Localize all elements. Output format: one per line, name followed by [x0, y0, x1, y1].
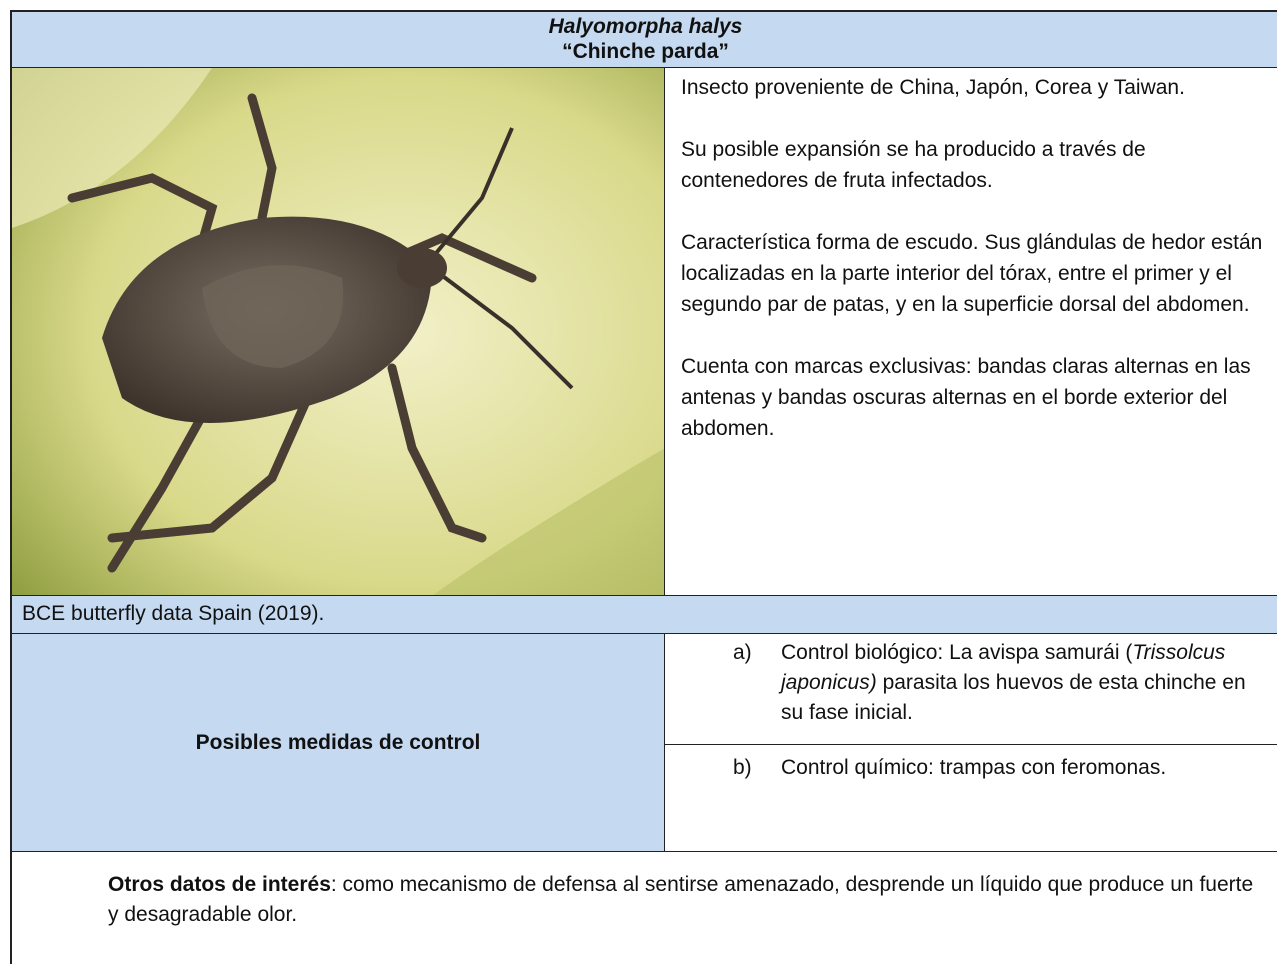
item-italic: Trissolcus japonicus): [781, 641, 1226, 694]
description-paragraph: Cuenta con marcas exclusivas: bandas cla…: [681, 355, 1251, 440]
notes-text: : como mecanismo de defensa al sentirse …: [108, 873, 1254, 926]
common-name: “Chinche parda”: [562, 40, 729, 63]
item-text-part: parasita los huevos de esta chinche en s…: [781, 671, 1246, 724]
item-text-part: Control biológico: La avispa samurái (: [781, 641, 1133, 664]
bug-photo: [12, 68, 664, 595]
item-marker: a): [733, 641, 752, 664]
photo-cell: [12, 68, 665, 596]
item-text: Control químico: trampas con feromonas.: [731, 753, 1269, 783]
description-paragraph: Característica forma de escudo. Sus glán…: [681, 231, 1263, 316]
header: Halyomorpha halys “Chinche parda”: [12, 12, 1277, 68]
description-paragraph: Insecto proveniente de China, Japón, Cor…: [681, 76, 1185, 99]
notes-label: Otros datos de interés: [108, 873, 331, 896]
control-heading: Posibles medidas de control: [12, 634, 665, 852]
image-credit: BCE butterfly data Spain (2019).: [12, 596, 1277, 634]
item-text: Control biológico: La avispa samurái (Tr…: [731, 638, 1269, 728]
description-paragraph: Su posible expansión se ha producido a t…: [681, 138, 1146, 192]
control-item: b) Control químico: trampas con feromona…: [665, 745, 1277, 852]
item-text-part: Control químico: trampas con feromonas.: [781, 756, 1167, 779]
control-heading-text: Posibles medidas de control: [195, 730, 481, 754]
info-table: Halyomorpha halys “Chinche parda”: [10, 10, 1277, 964]
description: Insecto proveniente de China, Japón, Cor…: [665, 68, 1277, 596]
control-item: a) Control biológico: La avispa samurái …: [665, 634, 1277, 745]
species-name: Halyomorpha halys: [548, 15, 743, 38]
item-marker: b): [733, 756, 752, 779]
notes: Otros datos de interés: como mecanismo d…: [12, 852, 1277, 966]
